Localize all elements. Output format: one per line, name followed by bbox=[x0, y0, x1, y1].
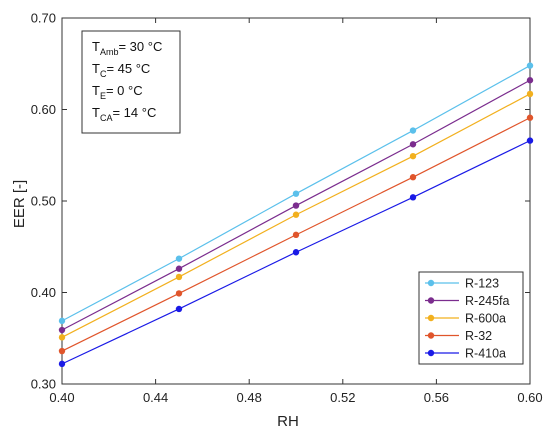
data-point-r-410a bbox=[58, 360, 66, 368]
condition-subscript: C bbox=[100, 69, 107, 79]
condition-symbol: T bbox=[92, 105, 100, 120]
legend-label: R-600a bbox=[465, 312, 506, 326]
data-point-r-123 bbox=[526, 62, 534, 69]
data-point-r-32 bbox=[526, 114, 534, 121]
data-point-r-245fa bbox=[175, 265, 183, 272]
y-tick-label: 0.50 bbox=[31, 194, 56, 209]
data-point-r-123 bbox=[292, 190, 300, 197]
data-point-r-410a bbox=[175, 305, 183, 313]
condition-value: = 30 °C bbox=[118, 39, 162, 54]
condition-subscript: E bbox=[100, 91, 106, 101]
data-point-r-410a bbox=[409, 194, 417, 201]
data-point-r-32 bbox=[175, 290, 183, 297]
x-tick-label: 0.52 bbox=[330, 390, 355, 405]
x-tick-label: 0.44 bbox=[143, 390, 168, 405]
legend-marker bbox=[427, 297, 435, 304]
y-tick-label: 0.70 bbox=[31, 11, 56, 26]
condition-text: TC= 45 °C bbox=[92, 61, 150, 79]
x-axis-title: RH bbox=[277, 413, 299, 430]
data-point-r-600a bbox=[292, 211, 300, 218]
condition-text: TE= 0 °C bbox=[92, 83, 143, 101]
condition-symbol: T bbox=[92, 39, 100, 54]
legend-marker bbox=[427, 349, 435, 357]
condition-value: = 0 °C bbox=[106, 83, 143, 98]
legend-label: R-410a bbox=[465, 347, 506, 361]
x-tick-label: 0.48 bbox=[237, 390, 262, 405]
y-tick-label: 0.60 bbox=[31, 102, 56, 117]
condition-value: = 45 °C bbox=[106, 61, 150, 76]
legend-label: R-32 bbox=[465, 329, 492, 343]
condition-value: = 14 °C bbox=[112, 105, 156, 120]
data-point-r-600a bbox=[409, 152, 417, 160]
data-point-r-123 bbox=[409, 127, 417, 134]
x-tick-label: 0.40 bbox=[49, 390, 74, 405]
data-point-r-245fa bbox=[409, 141, 417, 148]
condition-subscript: CA bbox=[100, 113, 113, 123]
data-point-r-32 bbox=[58, 347, 66, 355]
legend-marker bbox=[427, 279, 435, 287]
conditions-box bbox=[81, 30, 181, 134]
data-point-r-600a bbox=[175, 273, 183, 281]
x-tick-label: 0.60 bbox=[517, 390, 542, 405]
data-point-r-410a bbox=[526, 137, 534, 144]
condition-text: TAmb= 30 °C bbox=[92, 39, 162, 57]
y-tick-label: 0.40 bbox=[31, 285, 56, 300]
y-tick-label: 0.30 bbox=[31, 377, 56, 392]
data-point-r-32 bbox=[292, 231, 300, 239]
data-point-r-32 bbox=[409, 174, 417, 181]
legend-label: R-245fa bbox=[465, 294, 510, 308]
y-axis-title: EER [-] bbox=[11, 180, 28, 228]
legend-marker bbox=[427, 314, 435, 322]
data-point-r-123 bbox=[175, 255, 183, 262]
condition-symbol: T bbox=[92, 61, 100, 76]
data-point-r-245fa bbox=[526, 77, 534, 84]
data-point-r-245fa bbox=[58, 326, 66, 334]
data-point-r-600a bbox=[58, 334, 66, 341]
condition-symbol: T bbox=[92, 83, 100, 98]
condition-text: TCA= 14 °C bbox=[92, 105, 156, 123]
data-point-r-245fa bbox=[292, 202, 300, 209]
x-tick-label: 0.56 bbox=[424, 390, 449, 405]
data-point-r-600a bbox=[526, 90, 534, 98]
legend-marker bbox=[427, 332, 435, 339]
condition-subscript: Amb bbox=[100, 47, 119, 57]
data-point-r-123 bbox=[58, 317, 66, 325]
legend-label: R-123 bbox=[465, 277, 499, 291]
data-point-r-410a bbox=[292, 249, 300, 256]
